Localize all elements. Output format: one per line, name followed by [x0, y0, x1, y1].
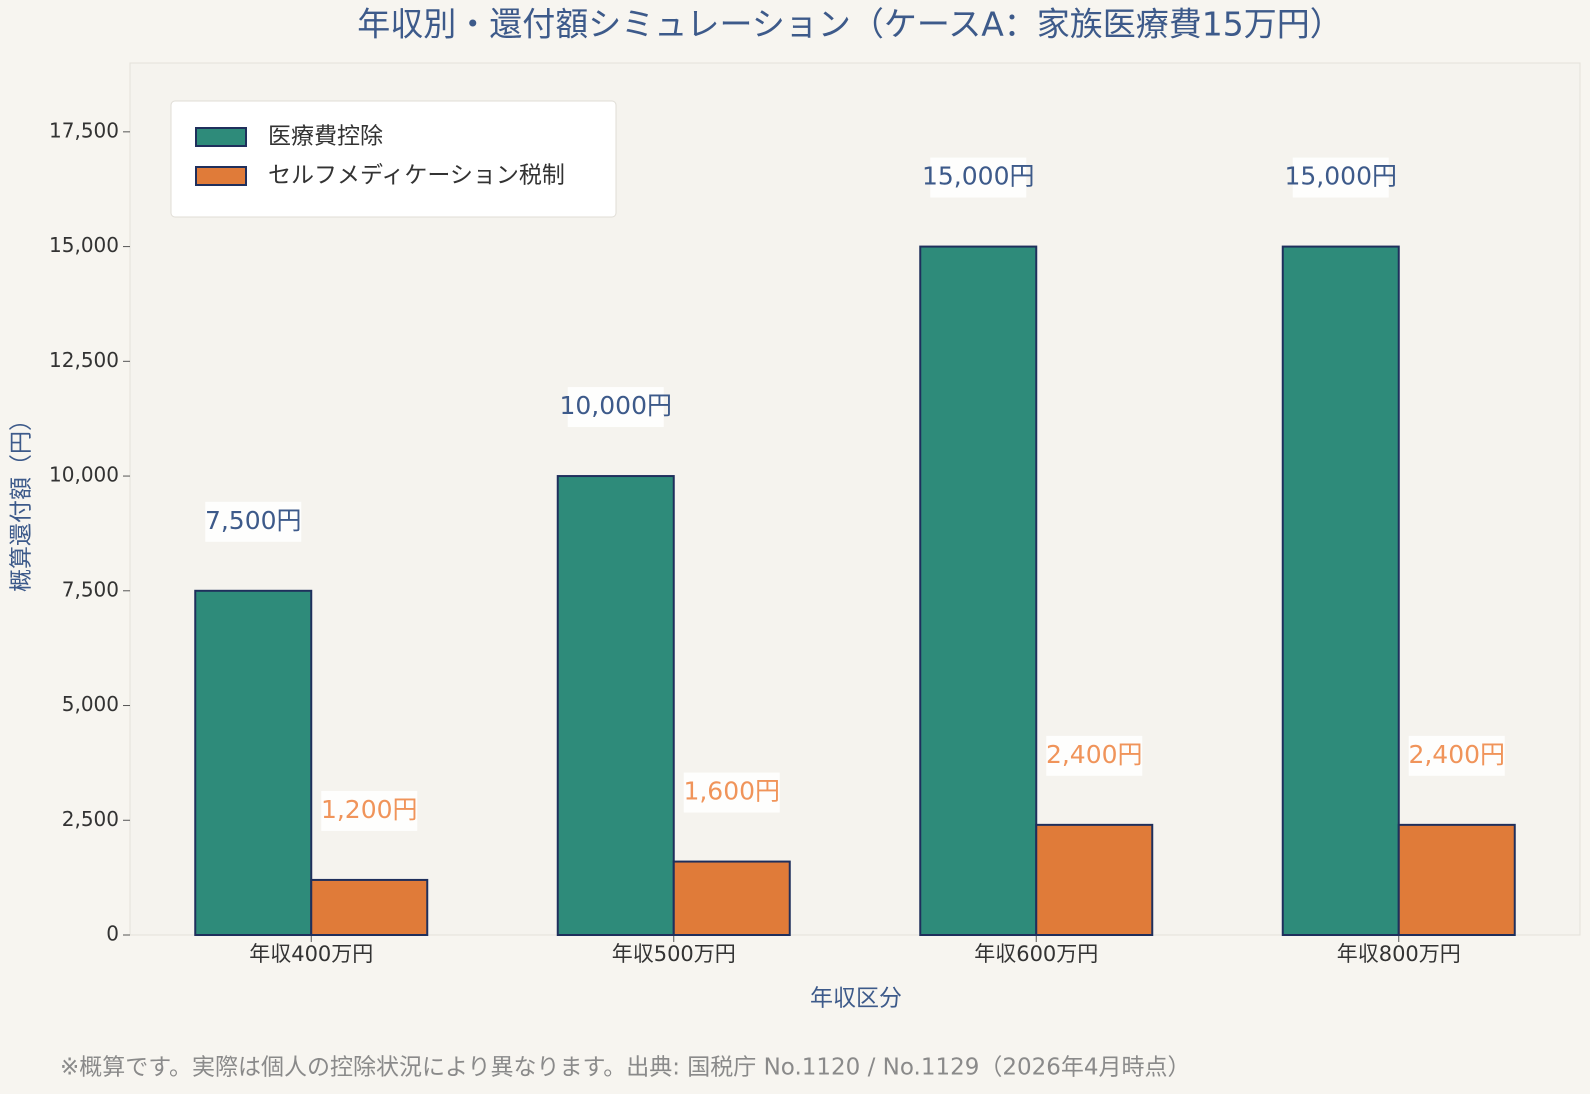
chart-title: 年収別・還付額シミュレーション（ケースA：家族医療費15万円） [357, 5, 1343, 44]
bar [1281, 245, 1400, 937]
value-label-bg [1046, 735, 1143, 776]
x-axis-label: 年収区分 [810, 986, 902, 1012]
value-label-bg [683, 772, 780, 813]
bar [194, 589, 313, 937]
y-tick-label: 0 [106, 922, 119, 946]
y-tick-label: 5,000 [62, 692, 119, 716]
footnote: ※概算です。実際は個人の控除状況により異なります。出典: 国税庁 No.1120… [60, 1055, 1191, 1081]
value-label: 7,500円 [205, 506, 302, 535]
legend-label: セルフメディケーション税制 [268, 163, 565, 189]
value-label: 2,400円 [1408, 740, 1505, 769]
value-label-bg [1408, 735, 1505, 776]
value-label-bg [930, 157, 1027, 198]
legend-swatch [195, 166, 247, 186]
value-label: 1,600円 [683, 777, 780, 806]
value-label-bg [321, 790, 418, 831]
y-tick-label: 17,500 [49, 118, 119, 142]
y-tick-label: 15,000 [49, 233, 119, 257]
y-tick-label: 2,500 [62, 807, 119, 831]
y-tick-label: 7,500 [62, 577, 119, 601]
y-tick-label: 10,000 [49, 463, 119, 487]
legend-box [170, 100, 617, 218]
value-label-bg [567, 387, 664, 428]
x-tick-label: 年収800万円 [1337, 942, 1461, 966]
y-axis-label: 概算還付額（円） [9, 408, 35, 592]
value-label: 15,000円 [922, 162, 1034, 191]
bar [1397, 823, 1516, 937]
bar [1035, 823, 1154, 937]
x-tick-label: 年収600万円 [974, 942, 1098, 966]
value-label: 15,000円 [1285, 162, 1397, 191]
value-label-bg [205, 501, 302, 542]
x-tick-label: 年収400万円 [249, 942, 373, 966]
legend-label: 医療費控除 [268, 124, 383, 150]
value-label: 1,200円 [321, 795, 418, 824]
y-tick-label: 12,500 [49, 348, 119, 372]
value-label: 10,000円 [560, 391, 672, 420]
bar [310, 878, 429, 937]
value-label: 2,400円 [1046, 740, 1143, 769]
value-label-bg [1292, 157, 1389, 198]
x-tick-label: 年収500万円 [612, 942, 736, 966]
bar [672, 860, 791, 936]
bar [556, 475, 675, 936]
legend-swatch [195, 127, 247, 147]
bar [919, 245, 1038, 937]
